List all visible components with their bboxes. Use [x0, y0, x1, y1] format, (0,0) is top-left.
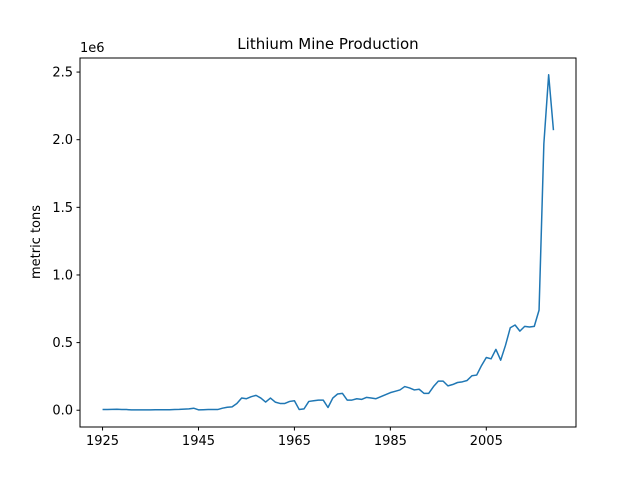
plot-frame — [79, 57, 577, 428]
x-tick-label: 1985 — [374, 434, 407, 449]
data-line — [102, 74, 555, 411]
chart-title: Lithium Mine Production — [237, 35, 418, 53]
y-tick-label: 2.0 — [52, 133, 73, 148]
offset-label: 1e6 — [80, 41, 105, 56]
x-tick-label: 1945 — [182, 434, 215, 449]
y-tick-label: 0.5 — [52, 336, 73, 351]
y-tick-label: 1.5 — [52, 201, 73, 216]
y-tick-label: 0.0 — [52, 404, 73, 419]
x-tick-label: 1965 — [278, 434, 311, 449]
y-axis-label: metric tons — [29, 205, 44, 279]
x-tick-label: 2005 — [470, 434, 503, 449]
x-tick-label: 1925 — [86, 434, 119, 449]
y-tick-label: 1.0 — [52, 268, 73, 283]
y-tick-label: 2.5 — [52, 66, 73, 81]
